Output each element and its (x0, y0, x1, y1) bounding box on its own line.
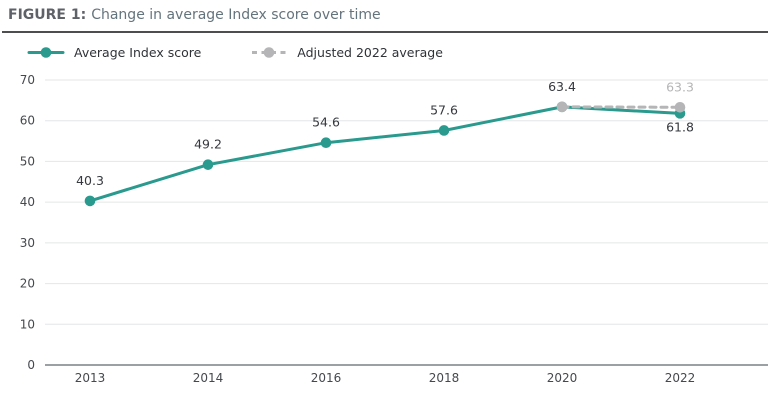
x-tick-label: 2013 (75, 371, 106, 385)
y-tick-label: 70 (20, 73, 35, 87)
legend-item-average-index-score: Average Index score (27, 45, 202, 60)
series-line-0 (88, 105, 682, 203)
x-tick-label: 2018 (429, 371, 460, 385)
data-point-label: 61.8 (666, 119, 694, 134)
y-tick-label: 60 (20, 114, 35, 128)
data-point-label: 54.6 (312, 115, 340, 130)
data-point-label: 63.3 (666, 79, 694, 94)
data-point-label: 63.4 (548, 79, 576, 94)
data-point-label: 57.6 (430, 102, 458, 117)
y-tick-label: 30 (20, 236, 35, 250)
legend-label: Adjusted 2022 average (297, 45, 443, 60)
y-tick-label: 40 (20, 195, 35, 209)
figure-title-text: Change in average Index score over time (91, 7, 381, 23)
data-point-marker (202, 159, 214, 170)
y-tick-label: 50 (20, 154, 35, 168)
data-point-label: 40.3 (76, 173, 104, 188)
figure-label: FIGURE 1: (8, 7, 87, 23)
x-tick-label: 2022 (665, 371, 696, 385)
dashed-line-marker-icon (252, 47, 287, 58)
data-point-label: 49.2 (194, 137, 222, 152)
data-point-marker (84, 195, 96, 207)
data-point-marker (674, 101, 686, 113)
x-tick-label: 2014 (193, 371, 224, 385)
solid-line-marker-icon (27, 47, 65, 58)
title-divider (2, 31, 768, 33)
data-point-marker (438, 125, 450, 136)
y-tick-label: 10 (20, 317, 35, 331)
data-point-marker (556, 101, 568, 113)
y-tick-label: 20 (20, 277, 35, 291)
data-point-marker (320, 137, 332, 148)
figure-title: FIGURE 1: Change in average Index score o… (8, 7, 381, 23)
legend-item-adjusted-2022-average: Adjusted 2022 average (251, 45, 443, 60)
legend-label: Average Index score (74, 45, 202, 60)
x-tick-label: 2020 (547, 371, 578, 385)
y-tick-label: 0 (27, 358, 35, 372)
chart-legend: Average Index score Adjusted 2022 averag… (27, 45, 443, 60)
x-tick-label: 2016 (311, 371, 342, 385)
